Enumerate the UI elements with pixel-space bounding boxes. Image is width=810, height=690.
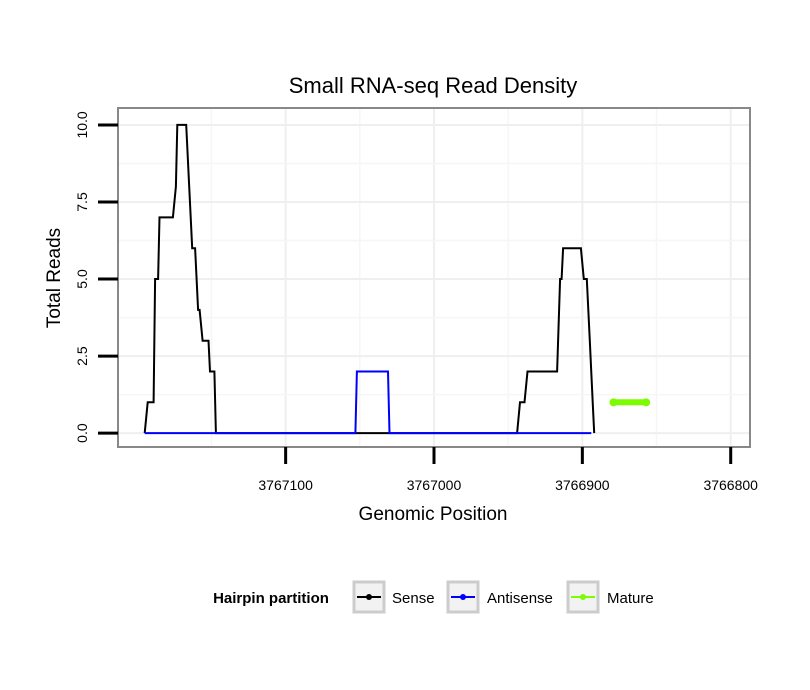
legend: Hairpin partition Sense Antisense Mature (213, 580, 654, 614)
series-line-sense (143, 123, 596, 435)
series-point-mature (642, 398, 651, 407)
series-point-mature (609, 398, 618, 407)
legend-label-sense: Sense (392, 590, 435, 607)
x-axis-title: Genomic Position (359, 504, 508, 525)
y-axis: 0.0 2.5 5.0 7.5 10.0 (74, 111, 118, 443)
x-axis: 3767100 3767000 3766900 3766800 (258, 447, 758, 493)
legend-dot-sense (366, 594, 372, 600)
y-tick-label: 10.0 (74, 111, 90, 138)
legend-label-mature: Mature (607, 590, 654, 607)
x-tick-label: 3766900 (555, 477, 610, 493)
legend-dot-mature (580, 594, 586, 600)
grid (118, 108, 750, 447)
legend-label-antisense: Antisense (487, 590, 553, 607)
x-tick-label: 3766800 (703, 477, 758, 493)
chart-title: Small RNA-seq Read Density (289, 73, 578, 98)
y-axis-title: Total Reads (44, 228, 65, 328)
x-tick-label: 3767100 (258, 477, 313, 493)
legend-title: Hairpin partition (213, 590, 329, 607)
legend-key-sense (352, 580, 386, 614)
legend-item-antisense[interactable]: Antisense (446, 580, 553, 614)
legend-dot-antisense (460, 594, 466, 600)
y-tick-label: 2.5 (74, 346, 90, 366)
legend-item-mature[interactable]: Mature (566, 580, 654, 614)
y-tick-label: 5.0 (74, 269, 90, 289)
x-tick-label: 3767000 (407, 477, 462, 493)
y-tick-label: 7.5 (74, 192, 90, 212)
series-line-antisense (144, 370, 592, 435)
series-layer (143, 123, 651, 435)
y-tick-label: 0.0 (74, 423, 90, 443)
legend-item-sense[interactable]: Sense (352, 580, 435, 614)
